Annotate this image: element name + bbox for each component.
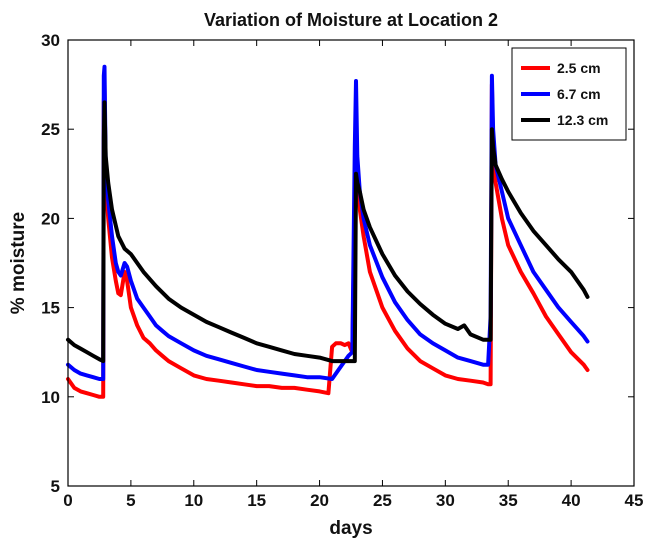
y-axis-label: % moisture: [8, 212, 29, 314]
plot-frame: [67, 39, 635, 487]
x-tick-label-8: 40: [562, 491, 581, 510]
legend-label-0: 2.5 cm: [557, 60, 601, 76]
y-tick-label-1: 10: [41, 388, 60, 407]
x-tick-label-2: 10: [184, 491, 203, 510]
x-tick-label-7: 35: [499, 491, 518, 510]
x-tick-label-9: 45: [625, 491, 644, 510]
series-lines: [66, 64, 590, 399]
y-tick-label-0: 5: [51, 477, 60, 496]
y-tick-label-2: 15: [41, 299, 60, 318]
x-tick-label-4: 20: [310, 491, 329, 510]
y-tick-label-5: 30: [41, 31, 60, 50]
x-tick-label-5: 25: [373, 491, 392, 510]
x-tick-label-3: 15: [247, 491, 266, 510]
y-tick-label-3: 20: [41, 209, 60, 228]
y-tick-label-4: 25: [41, 120, 60, 139]
x-tick-label-6: 30: [436, 491, 455, 510]
x-axis-label: days: [329, 518, 372, 539]
legend-label-1: 6.7 cm: [557, 86, 601, 102]
x-tick-label-0: 0: [63, 491, 72, 510]
legend-label-2: 12.3 cm: [557, 112, 608, 128]
chart-title: Variation of Moisture at Location 2: [204, 10, 498, 30]
x-tick-label-1: 5: [126, 491, 135, 510]
legend: 2.5 cm 6.7 cm 12.3 cm: [511, 47, 627, 141]
series-line-2: [66, 100, 590, 364]
